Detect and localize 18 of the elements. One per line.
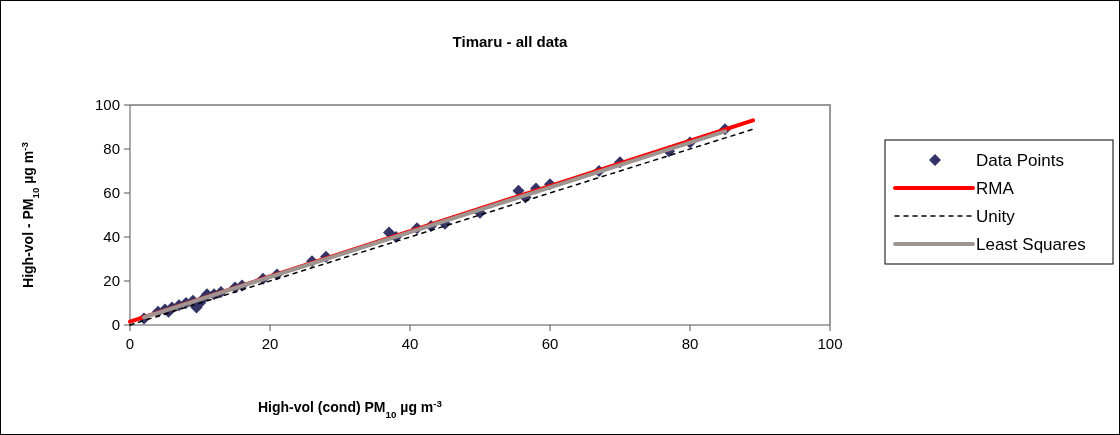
y-tick-label: 100	[94, 96, 120, 113]
x-tick-label: 100	[817, 335, 843, 352]
legend-label: Data Points	[976, 151, 1064, 170]
y-tick-label: 40	[103, 228, 120, 245]
x-tick-label: 80	[681, 335, 699, 352]
y-tick-label: 60	[103, 184, 120, 201]
x-tick-label: 40	[401, 335, 419, 352]
y-tick-label: 0	[111, 316, 120, 333]
legend-label: RMA	[976, 179, 1015, 198]
y-tick-label: 20	[103, 272, 120, 289]
x-axis-title: High-vol (cond) PM$_{10}$ µg m$^{-3}$	[257, 397, 443, 420]
x-tick-label: 20	[261, 335, 279, 352]
legend-label: Least Squares	[976, 235, 1086, 254]
x-tick-label: 0	[125, 335, 135, 352]
chart-title: Timaru - all data	[452, 33, 569, 50]
legend-label: Unity	[976, 207, 1016, 226]
y-tick-label: 80	[103, 140, 120, 157]
x-tick-label: 60	[541, 335, 559, 352]
